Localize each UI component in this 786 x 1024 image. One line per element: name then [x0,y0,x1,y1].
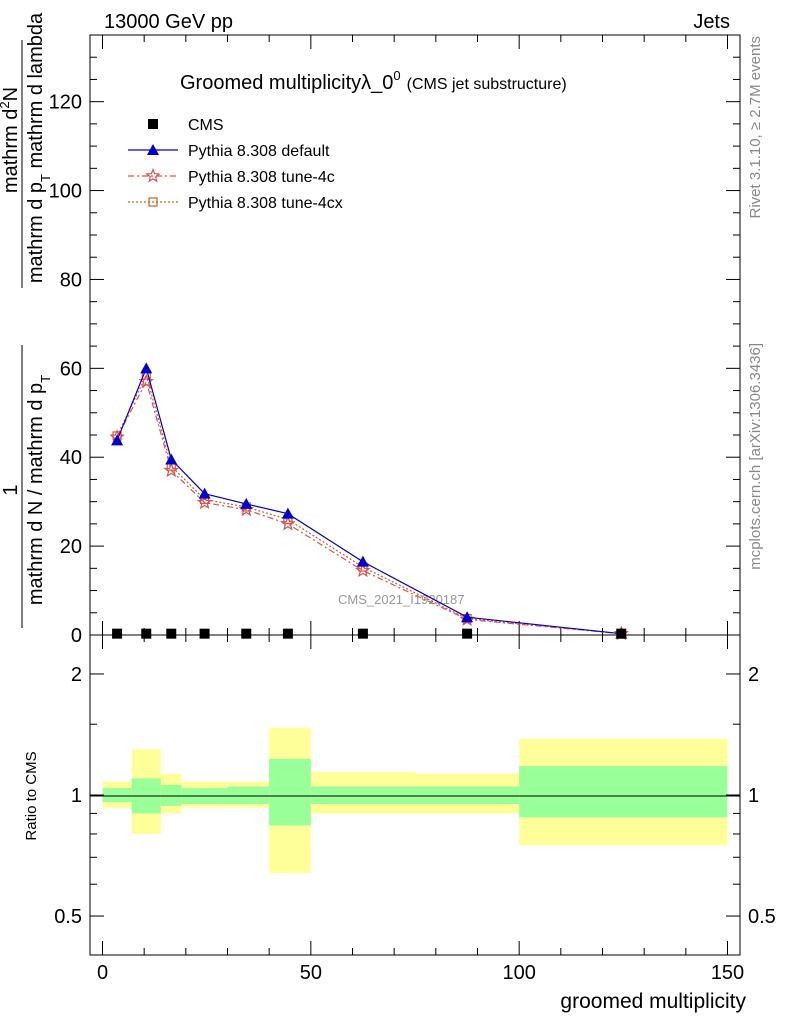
legend-marker [148,119,158,129]
series-line [116,380,622,635]
ratio-tick-label: 1 [748,785,759,807]
legend-marker [145,167,161,183]
data-point [141,628,152,639]
x-tick-label: 0 [97,962,108,984]
y-tick-label: 0 [71,625,82,647]
header-left: 13000 GeV pp [104,11,233,33]
y-tick-label: 80 [60,269,82,291]
main-x-axis [102,35,728,635]
series-layer [109,362,629,641]
legend-label: Pythia 8.308 tune-4c [188,169,335,186]
legend-entry: Pythia 8.308 tune-4cx [128,195,343,212]
rivet-label: Rivet 3.1.10, ≥ 2.7M events [747,36,764,219]
data-point [140,362,153,374]
legend-entry: Pythia 8.308 default [128,143,330,160]
data-point [282,628,293,639]
data-point [166,628,177,639]
ratio-bands [102,727,728,873]
x-tick-label: 50 [300,962,322,984]
y-tick-label: 120 [49,92,82,114]
chart-title: Groomed multiplicityλ_00(CMS jet substru… [180,68,567,94]
y-label-lower-denominator: mathrm d N / mathrm d pT [25,375,53,605]
legend: CMS Pythia 8.308 default Pythia 8.308 tune… [128,117,343,212]
data-point [355,562,371,578]
ratio-tick-label: 2 [748,664,759,686]
data-point [240,497,253,509]
series-0 [112,628,627,639]
x-tick-label: 100 [502,962,535,984]
data-point [165,453,178,465]
data-point [462,628,473,639]
ratio-inner-band [519,766,728,818]
data-point [461,611,474,623]
ratio-x-axis: 0 50 100 150 [97,635,744,984]
series-1 [111,362,628,639]
legend-label: CMS [188,117,224,134]
ratio-inner-band [160,784,182,806]
data-point [356,555,369,567]
header-right: Jets [693,11,730,33]
data-point [163,462,179,478]
data-point [357,628,368,639]
legend-entry: Pythia 8.308 tune-4c [128,167,335,186]
ratio-inner-band [269,758,311,826]
ratio-tick-label: 0.5 [54,906,82,928]
ratio-y-label: Ratio to CMS [23,751,40,840]
y-tick-label: 40 [60,447,82,469]
legend-label: Pythia 8.308 tune-4cx [188,195,343,212]
ratio-inner-band [310,786,415,804]
ratio-tick-label: 2 [71,664,82,686]
y-tick-label: 100 [49,181,82,203]
legend-label: Pythia 8.308 default [188,143,330,160]
ratio-inner-band [227,786,270,804]
y-tick-label: 60 [60,358,82,380]
data-point [112,628,123,639]
chart-subtitle: (CMS jet substructure) [407,76,567,93]
ratio-y-axis: 0.5 0.5 1 1 2 2 [54,664,776,928]
data-point [241,628,252,639]
ratio-inner-band [415,786,520,804]
y-axis-label: mathrm d2N mathrm d pT mathrm d lambda 1… [0,12,53,628]
data-point [196,494,213,510]
mcplots-label: mcplots.cern.ch [arXiv:1306.3436] [747,343,764,570]
legend-marker [148,197,158,207]
data-point [280,515,296,531]
data-point [616,628,627,639]
legend-marker [147,144,159,155]
y-tick-label: 20 [60,536,82,558]
data-point [111,434,124,446]
ratio-tick-label: 0.5 [748,906,776,928]
x-tick-label: 150 [711,962,744,984]
data-point [281,507,294,519]
y-label-denominator: mathrm d pT mathrm d lambda [25,12,53,283]
watermark: CMS_2021_I1920187 [338,592,465,607]
data-point [199,628,210,639]
data-point [198,487,211,499]
series-line [116,373,622,635]
y-label-one: 1 [0,484,22,495]
main-y-axis: 0 20 40 60 80 100 120 [49,34,740,647]
ratio-inner-band [102,788,132,803]
ratio-tick-label: 1 [71,785,82,807]
legend-entry: CMS [148,117,224,134]
y-label-numerator: mathrm d2N [0,87,22,193]
x-axis-label: groomed multiplicity [560,990,746,1013]
